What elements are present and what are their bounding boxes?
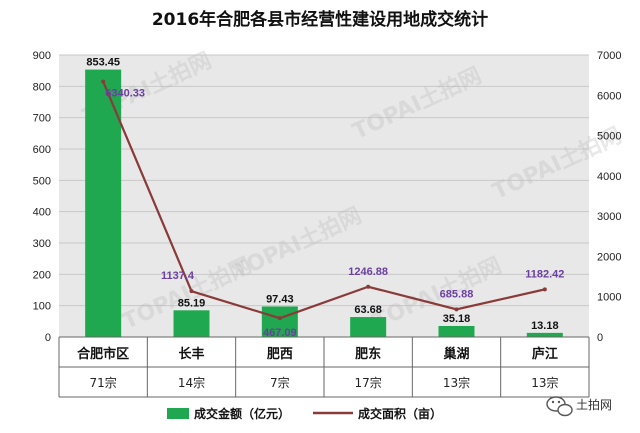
bar — [526, 332, 563, 337]
line-series: 6340.33 1137.4 467.09 1246.88 685.88 1182.42 — [101, 79, 564, 339]
y-right-tick-label: 7000 — [597, 50, 621, 62]
y-left-tick-label: 700 — [33, 113, 51, 125]
legend: 成交金额（亿元） 成交面积（亩） — [167, 406, 442, 421]
y-left-tick-label: 600 — [33, 144, 51, 156]
y-right-tick-label: 5000 — [597, 131, 621, 143]
line-value-label: 685.88 — [440, 288, 474, 300]
y-left-tick-label: 0 — [45, 332, 51, 344]
bar-value-label: 63.68 — [354, 304, 382, 316]
y-left-tick-label: 900 — [33, 50, 51, 62]
line-value-label: 1246.88 — [348, 266, 388, 278]
line-value-label: 467.09 — [263, 327, 297, 339]
y-left-tick-label: 200 — [33, 269, 51, 281]
y-left-tick-label: 800 — [33, 81, 51, 93]
bar — [173, 310, 210, 337]
line-point — [366, 284, 371, 289]
line-value-label: 1137.4 — [161, 270, 195, 282]
bar — [85, 69, 122, 337]
y-right-tick-label: 0 — [597, 332, 603, 344]
chart-title: 2016年合肥各县市经营性建设用地成交统计 — [152, 9, 488, 30]
y-right-tick-label: 6000 — [597, 90, 621, 102]
series-line — [102, 81, 546, 320]
transaction-count: 71宗 — [90, 375, 117, 390]
bar-value-label: 13.18 — [531, 320, 559, 332]
x-tick-label: 长丰 — [178, 346, 204, 362]
x-tick-label: 庐江 — [532, 346, 558, 362]
y-axis-left: 0 100 200 300 400 500 600 700 800 900 — [33, 50, 51, 344]
line-point — [277, 316, 282, 321]
transaction-count: 17宗 — [355, 375, 382, 390]
y-right-tick-label: 2000 — [597, 251, 621, 263]
category-table: 合肥市区 71宗 长丰 14宗 肥西 7宗 肥东 17宗 巢湖 13宗 庐江 13宗 — [58, 336, 590, 398]
plot-area — [59, 55, 589, 337]
legend-label: 成交金额（亿元） — [194, 406, 290, 421]
transaction-count: 13宗 — [443, 375, 470, 390]
legend-label: 成交面积（亩） — [358, 406, 442, 421]
line-point — [189, 289, 194, 294]
y-axis-right: 0 1000 2000 3000 4000 5000 6000 7000 — [597, 50, 621, 344]
chart-title-text: 2016年合肥各县市经营性建设用地成交统计 — [152, 9, 488, 30]
line-value-label: 6340.33 — [105, 88, 145, 100]
x-tick-label: 合肥市区 — [77, 346, 129, 362]
gridlines — [59, 54, 589, 338]
y-right-tick-label: 4000 — [597, 171, 621, 183]
x-tick-label: 肥东 — [355, 346, 381, 362]
line-value-label: 1182.42 — [525, 268, 564, 280]
bar-value-label: 853.45 — [86, 57, 120, 69]
bar — [261, 306, 298, 337]
bar-value-label: 85.19 — [178, 297, 206, 309]
brand-badge: 土拍网 — [546, 396, 612, 417]
line-point — [454, 307, 459, 312]
line-point — [542, 287, 547, 292]
legend-swatch-bar — [167, 408, 189, 419]
y-right-tick-label: 1000 — [597, 292, 621, 304]
brand-label: 土拍网 — [576, 397, 612, 412]
line-point — [101, 79, 106, 84]
bar-value-label: 35.18 — [443, 313, 471, 325]
bar — [350, 317, 387, 337]
transaction-count: 13宗 — [531, 375, 558, 390]
y-right-tick-label: 3000 — [597, 211, 621, 223]
transaction-count: 7宗 — [270, 375, 290, 390]
bar-value-label: 97.43 — [266, 293, 294, 305]
bar — [438, 325, 475, 337]
transaction-count: 14宗 — [178, 375, 205, 390]
y-left-tick-label: 300 — [33, 238, 51, 250]
wechat-icon — [546, 396, 573, 417]
bar-series: 853.45 85.19 97.43 63.68 35.18 13.18 — [85, 57, 563, 337]
x-tick-label: 巢湖 — [442, 346, 469, 362]
y-left-tick-label: 100 — [33, 301, 51, 313]
x-tick-label: 肥西 — [267, 346, 293, 362]
y-left-tick-label: 400 — [33, 207, 51, 219]
y-left-tick-label: 500 — [33, 175, 51, 187]
